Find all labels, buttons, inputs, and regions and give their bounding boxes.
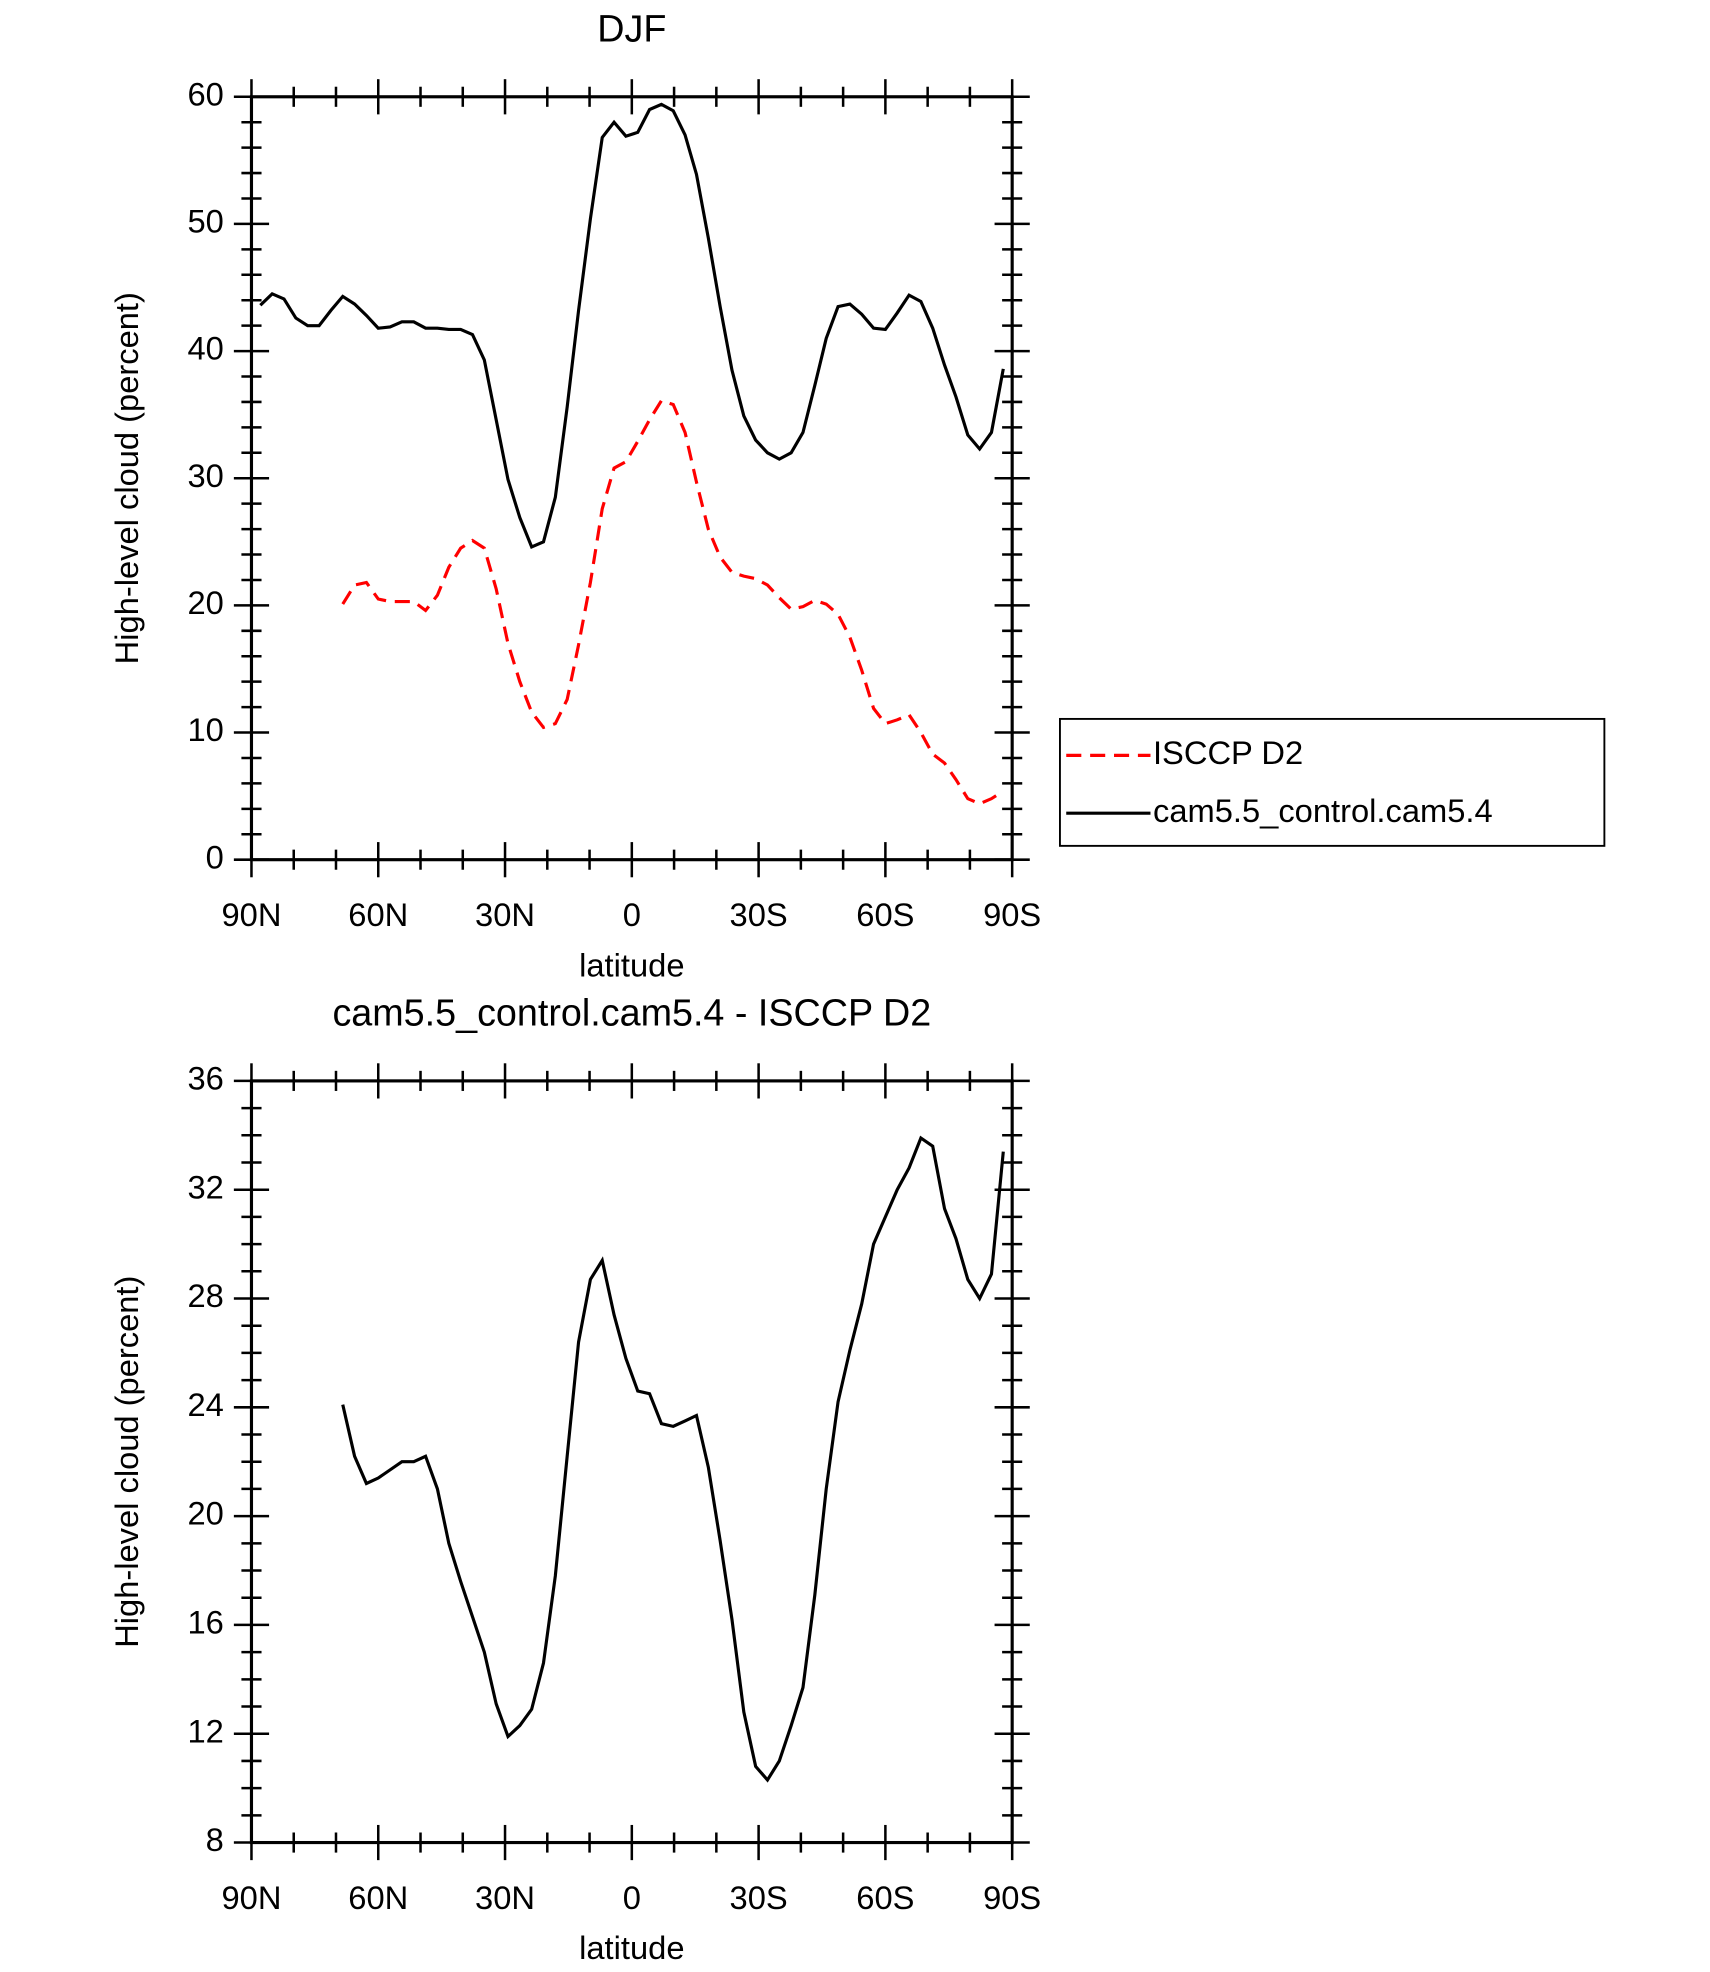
y-tick-label: 16 (187, 1604, 223, 1641)
x-tick-label: 30S (730, 896, 788, 933)
x-tick-label: 0 (623, 1879, 641, 1916)
y-tick-label: 50 (187, 203, 223, 240)
x-tick-label: 90N (221, 1879, 281, 1916)
x-tick-label: 60S (856, 1879, 914, 1916)
x-axis-label: latitude (579, 946, 684, 983)
x-tick-label: 30N (475, 1879, 535, 1916)
x-tick-label: 30S (730, 1879, 788, 1916)
y-tick-label: 40 (187, 330, 223, 367)
x-tick-label: 30N (475, 896, 535, 933)
plot-frame (249, 95, 1014, 862)
legend-box (1059, 717, 1606, 847)
legend-label: cam5.5_control.cam5.4 (1153, 792, 1493, 829)
y-tick-label: 24 (187, 1386, 223, 1423)
x-tick-label: 60N (348, 1879, 408, 1916)
chart-title: DJF (597, 7, 666, 49)
x-tick-label: 90N (221, 896, 281, 933)
y-tick-label: 10 (187, 711, 223, 748)
x-tick-label: 60N (348, 896, 408, 933)
y-tick-label: 0 (206, 838, 224, 875)
y-tick-label: 28 (187, 1277, 223, 1314)
y-tick-label: 30 (187, 457, 223, 494)
x-tick-label: 60S (856, 896, 914, 933)
x-axis-label: latitude (579, 1929, 684, 1966)
y-tick-label: 60 (187, 75, 223, 112)
x-tick-label: 0 (623, 896, 641, 933)
y-tick-label: 12 (187, 1712, 223, 1749)
x-tick-label: 90S (983, 1879, 1041, 1916)
data-line (341, 1135, 1005, 1783)
y-axis-label: High-level cloud (percent) (108, 292, 145, 664)
y-tick-label: 32 (187, 1168, 223, 1205)
legend-label: ISCCP D2 (1153, 734, 1303, 771)
y-tick-label: 8 (206, 1821, 224, 1858)
x-tick-label: 90S (983, 896, 1041, 933)
data-line (259, 102, 1005, 549)
plot-frame (249, 1079, 1014, 1845)
y-tick-label: 20 (187, 1495, 223, 1532)
y-axis-label: High-level cloud (percent) (108, 1276, 145, 1648)
chart-title: cam5.5_control.cam5.4 - ISCCP D2 (332, 992, 931, 1034)
data-line (341, 398, 1005, 806)
y-tick-label: 20 (187, 584, 223, 621)
y-tick-label: 36 (187, 1060, 223, 1097)
